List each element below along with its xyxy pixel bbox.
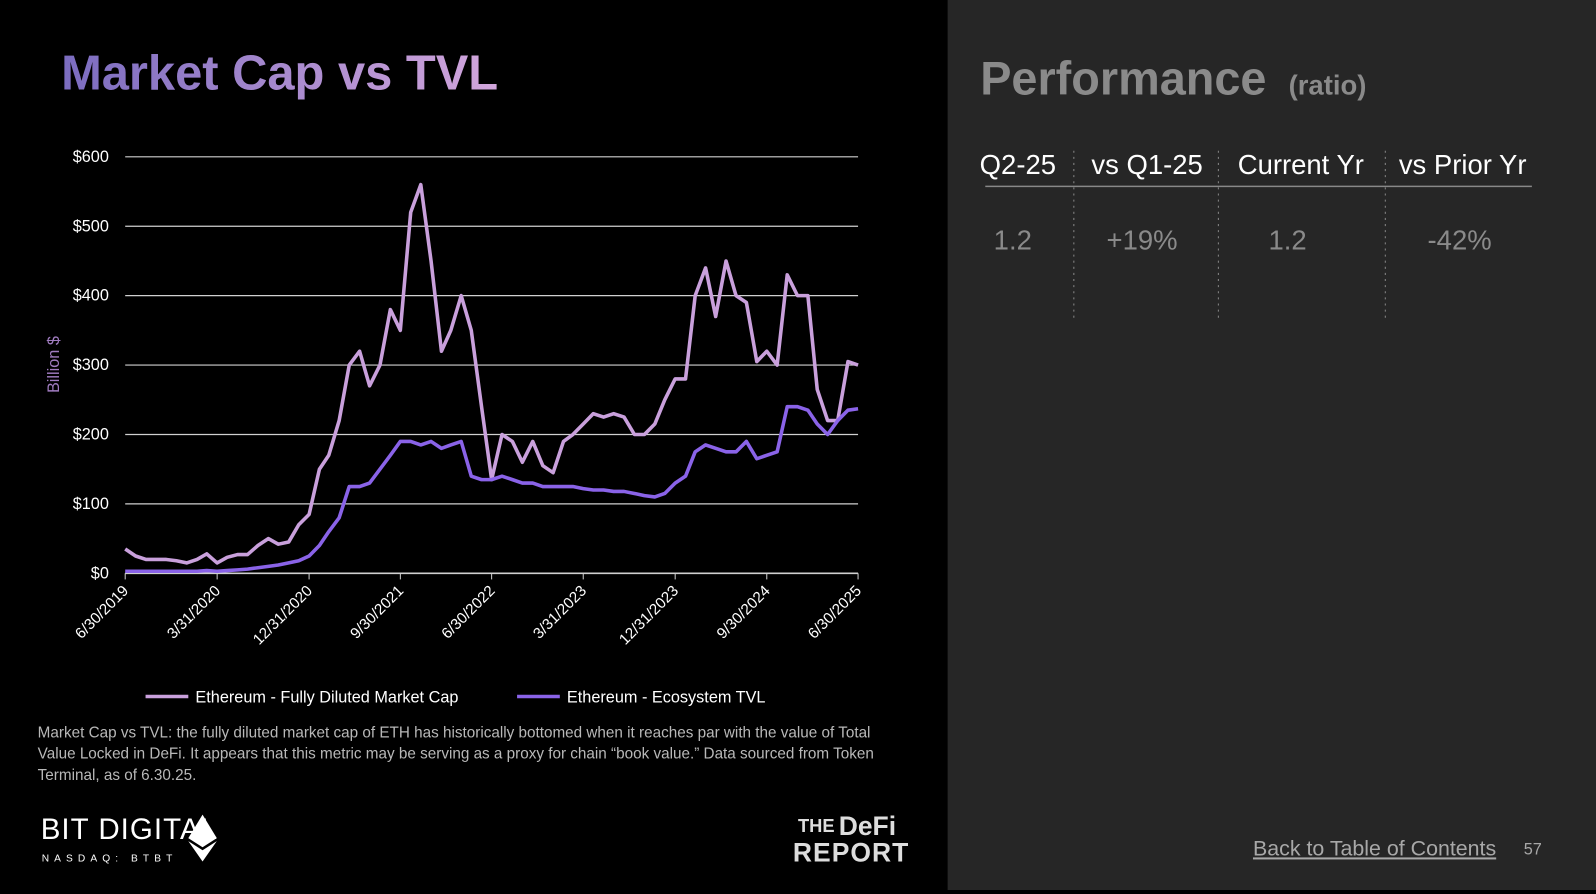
x-tick-label: 12/31/2020: [250, 582, 316, 648]
defi-logo-report: REPORT: [793, 837, 909, 867]
y-tick-label: $300: [73, 356, 109, 374]
bit-digital-logo: BIT DIGITAL: [41, 813, 218, 846]
footnote: Market Cap vs TVL: the fully diluted mar…: [37, 724, 874, 785]
performance-panel: Performance (ratio) Q2-25 vs Q1-25 Curre…: [947, 0, 1596, 891]
x-tick-label: 9/30/2021: [347, 582, 407, 642]
eth-icon: [188, 841, 217, 862]
y-tick-label: $600: [73, 148, 109, 166]
page-number: 57: [1523, 841, 1542, 859]
table-value: 1.2: [1269, 224, 1307, 255]
defi-logo-defi: DeFi: [839, 811, 896, 841]
series-line: [125, 404, 859, 574]
toc-link[interactable]: Back to Table of Contents: [1252, 837, 1497, 861]
y-tick-label: $100: [73, 495, 109, 513]
x-tick-label: 6/30/2022: [438, 582, 498, 642]
series-line: [124, 182, 859, 565]
y-tick-label: $0: [91, 564, 109, 582]
chart-title: Market Cap vs TVL: [61, 47, 498, 101]
table-header: Q2-25: [980, 149, 1056, 180]
eth-icon: [188, 814, 217, 848]
performance-title: Performance: [980, 53, 1266, 105]
y-tick-label: $200: [73, 426, 109, 444]
y-axis-label: Billion $: [45, 336, 63, 393]
performance-table: Performance (ratio) Q2-25 vs Q1-25 Curre…: [980, 53, 1532, 318]
x-tick-label: 6/30/2019: [72, 582, 132, 642]
x-tick-label: 6/30/2025: [805, 582, 865, 642]
table-value: -42%: [1428, 224, 1492, 255]
defi-logo-the: THE: [798, 815, 835, 836]
nasdaq-ticker: NASDAQ: BTBT: [42, 853, 178, 864]
table-header: vs Q1-25: [1091, 149, 1202, 180]
table-value: +19%: [1107, 224, 1178, 255]
table-value: 1.2: [994, 224, 1032, 255]
x-tick-label: 3/31/2020: [164, 582, 224, 642]
legend-label: Ethereum - Fully Diluted Market Cap: [195, 689, 458, 707]
y-tick-label: $500: [73, 217, 109, 235]
y-tick-label: $400: [73, 287, 109, 305]
table-header: Current Yr: [1238, 149, 1364, 180]
x-tick-label: 12/31/2023: [616, 582, 682, 648]
performance-subtitle: (ratio): [1289, 70, 1367, 101]
x-tick-label: 9/30/2024: [714, 582, 774, 642]
legend-label: Ethereum - Ecosystem TVL: [567, 689, 766, 707]
chart-panel: Market Cap vs TVL Billion $ BIT DIGITAL …: [37, 46, 909, 868]
chart: Market Cap vs TVL Billion $ BIT DIGITAL …: [41, 47, 909, 868]
x-tick-label: 3/31/2023: [530, 582, 590, 642]
table-header: vs Prior Yr: [1399, 149, 1527, 180]
